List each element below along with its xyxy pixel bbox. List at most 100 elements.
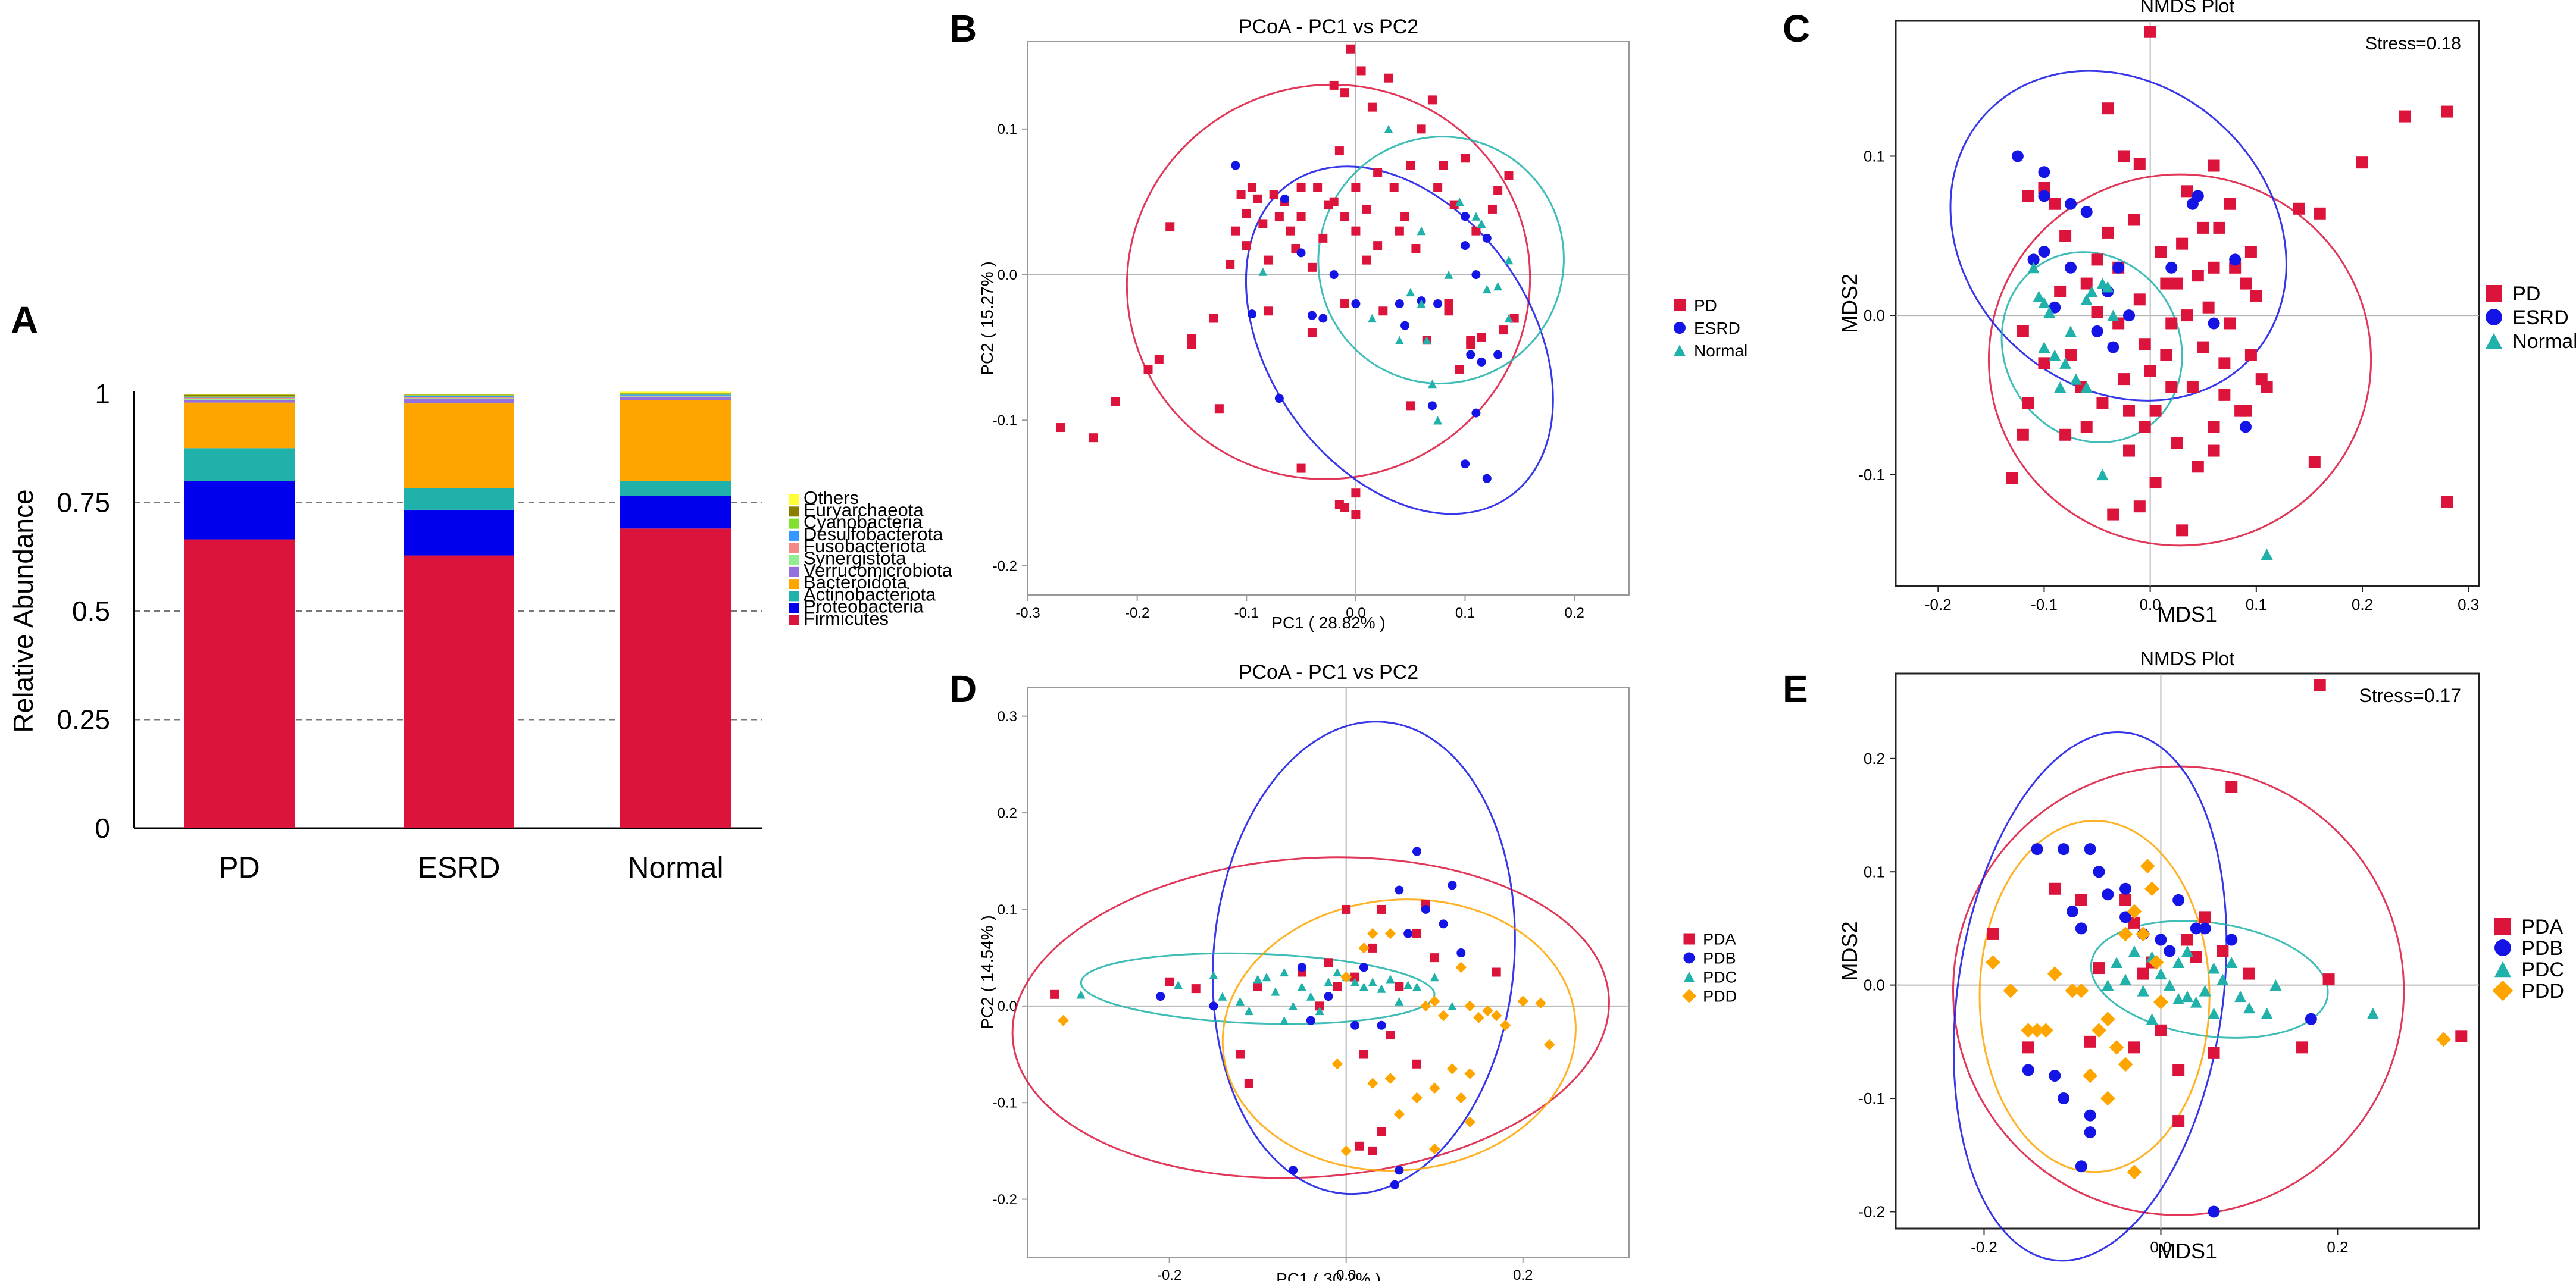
legend-marker [1683, 933, 1695, 945]
data-point-pdd [1985, 955, 2000, 970]
bar-segment-bacteroidota [184, 402, 295, 449]
y-tick-label: -0.1 [993, 1095, 1017, 1111]
x-tick-label: -0.1 [1234, 605, 1259, 621]
data-point-esrd [1274, 394, 1284, 403]
data-point-normal [2069, 373, 2082, 385]
y-tick-label: 0.2 [998, 805, 1017, 821]
y-tick-label: -0.2 [993, 558, 1017, 574]
data-point-pd [1089, 433, 1098, 443]
data-point-pdc [2243, 1002, 2255, 1014]
data-point-pdc [1218, 992, 1227, 1001]
data-point-pdc [1280, 1016, 1289, 1025]
data-point-pd [1406, 401, 1415, 411]
legend-swatch [789, 566, 799, 577]
data-point-pda [1191, 984, 1201, 994]
data-point-pd [1373, 241, 1383, 250]
data-point-pd [2059, 428, 2072, 441]
data-point-pdb [2075, 922, 2087, 935]
data-point-pd [2022, 190, 2034, 202]
y-tick-label: 0.1 [1864, 863, 1885, 881]
x-tick-label: 0.3 [2458, 596, 2479, 613]
data-point-normal [1367, 314, 1377, 323]
data-point-normal [2261, 548, 2273, 560]
data-point-pdb [1456, 948, 1466, 958]
data-point-pd [2192, 461, 2204, 473]
data-point-pd [2399, 110, 2411, 123]
plot-frame [1027, 41, 1630, 596]
data-point-pda [1050, 989, 1059, 999]
bar-segment-euryarchaeota [620, 393, 731, 394]
data-point-pdb [1390, 1180, 1399, 1189]
data-point-pd [2250, 290, 2262, 302]
data-point-pd [1378, 306, 1388, 316]
data-point-pdc [1350, 978, 1360, 986]
data-point-pd [2022, 397, 2034, 409]
legend-label: PDA [1703, 930, 1736, 948]
data-point-normal [1395, 336, 1404, 344]
data-point-pdc [2366, 1007, 2379, 1019]
data-point-pda [1355, 1141, 1364, 1151]
legend-marker [2494, 939, 2511, 956]
legend-marker [1674, 322, 1686, 334]
data-point-pdd [2127, 1164, 2142, 1180]
data-point-pda [1368, 1146, 1377, 1155]
data-point-pdc [1412, 982, 1422, 991]
legend-marker [2494, 918, 2511, 935]
data-point-pd [1296, 463, 1306, 473]
data-point-normal [1427, 380, 1437, 389]
panel-d-chart: -0.2 0.0 0.2 -0.2 -0.1 0.0 0.1 0.2 0.3 PCoA - PC1… [978, 661, 1737, 1281]
data-point-pd [2208, 421, 2220, 433]
data-point-pda [2172, 1064, 2185, 1076]
data-point-pd [2133, 500, 2146, 513]
x-tick-label: 0.2 [2352, 596, 2373, 613]
data-point-pd [2065, 349, 2077, 361]
data-point-pdc [2225, 957, 2238, 969]
data-point-esrd [2240, 421, 2252, 433]
data-point-pdc [1359, 982, 1368, 991]
data-point-pd [2293, 202, 2305, 215]
data-point-pd [2197, 341, 2209, 353]
bar-segment-euryarchaeota [404, 394, 514, 396]
x-axis-title: MDS1 [2158, 1239, 2217, 1263]
data-point-esrd [2112, 261, 2125, 274]
data-point-pd [1209, 314, 1218, 323]
data-point-pd [1313, 183, 1323, 192]
data-point-pdb [1395, 1166, 1404, 1175]
legend-label: Normal [1694, 342, 1747, 360]
data-point-normal [1455, 198, 1464, 206]
data-point-pdc [1324, 978, 1333, 986]
data-point-pdb [2093, 866, 2105, 878]
data-point-pdd [1464, 1116, 1475, 1127]
data-point-pdd [2092, 1023, 2106, 1038]
panel-a-chart: 0 0.25 0.5 0.75 1 Relative Abundance PD ESRD Nor… [8, 378, 953, 884]
data-point-esrd [1307, 311, 1317, 320]
x-tick-label: 0.1 [2246, 596, 2267, 613]
data-point-pd [2160, 349, 2172, 361]
legend-marker [1683, 952, 1695, 964]
legend-swatch [789, 543, 799, 553]
data-point-pd [2441, 496, 2453, 508]
data-point-pdc [2128, 945, 2140, 957]
data-point-pda [1377, 1127, 1386, 1136]
data-point-esrd [1296, 248, 1306, 258]
bar-segment-fusobacteriota [184, 397, 295, 399]
data-point-pd [2107, 508, 2119, 521]
data-point-esrd [1461, 212, 1470, 221]
x-tick-label: 0.2 [1513, 1267, 1533, 1281]
data-point-pdd [2047, 966, 2062, 981]
data-point-normal [1258, 267, 1268, 276]
data-point-pd [1340, 212, 1350, 221]
data-point-pd [2181, 309, 2193, 322]
data-point-pdd [1428, 995, 1440, 1007]
data-point-normal [2080, 381, 2093, 393]
y-tick-label: -0.1 [993, 413, 1017, 429]
bar-segment-verrucomicrobiota [620, 397, 731, 400]
data-point-pdc [2217, 973, 2229, 985]
data-point-normal [1504, 255, 1514, 265]
data-point-pdb [1359, 963, 1368, 972]
data-point-esrd [2123, 309, 2135, 322]
data-point-esrd [1493, 350, 1503, 359]
legend-marker [1682, 989, 1696, 1003]
data-point-pd [2149, 405, 2162, 417]
data-point-pd [2356, 156, 2368, 169]
